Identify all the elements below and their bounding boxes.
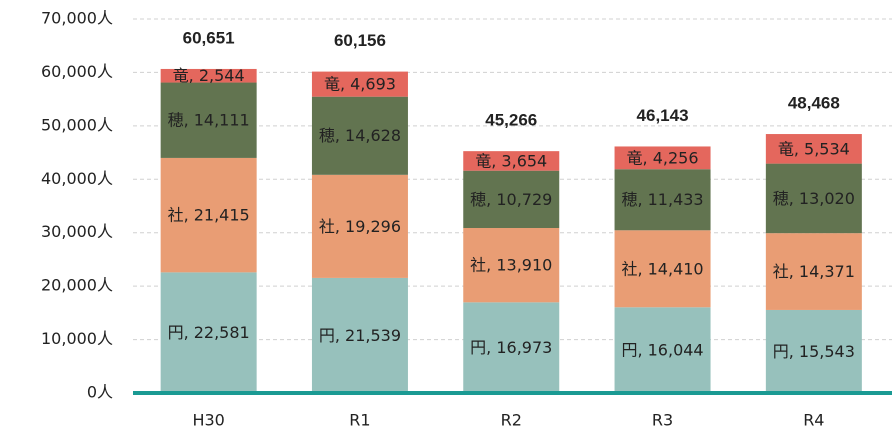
segment-label: 社, 21,415 bbox=[168, 206, 250, 225]
segment-label: 竜, 4,693 bbox=[324, 75, 396, 94]
x-tick-label: R1 bbox=[349, 411, 370, 430]
bar-segment bbox=[311, 277, 408, 393]
bar-segment bbox=[160, 272, 257, 393]
segment-label: 社, 19,296 bbox=[319, 217, 401, 236]
y-tick-label: 10,000人 bbox=[41, 329, 113, 348]
bar-segment bbox=[463, 151, 560, 171]
y-tick-label: 60,000人 bbox=[41, 62, 113, 81]
y-tick-label: 30,000人 bbox=[41, 222, 113, 241]
segment-label: 円, 21,539 bbox=[319, 326, 401, 345]
bar-segment bbox=[765, 134, 862, 164]
segment-label: 円, 16,044 bbox=[621, 341, 703, 360]
y-tick-label: 70,000人 bbox=[41, 9, 113, 28]
segment-label: 円, 16,973 bbox=[470, 338, 552, 357]
bar-segment bbox=[463, 227, 560, 303]
segment-label: 穂, 14,628 bbox=[319, 126, 401, 145]
bar-segment bbox=[463, 302, 560, 393]
y-tick-label: 40,000人 bbox=[41, 169, 113, 188]
bar-segment bbox=[614, 307, 711, 393]
bar-segment bbox=[160, 157, 257, 273]
segment-label: 竜, 5,534 bbox=[778, 139, 850, 158]
bar-segment bbox=[765, 233, 862, 310]
segment-label: 社, 14,410 bbox=[621, 259, 703, 278]
bar-segment bbox=[765, 309, 862, 393]
bar-segment bbox=[614, 230, 711, 308]
x-tick-label: R3 bbox=[652, 411, 673, 430]
y-tick-label: 20,000人 bbox=[41, 276, 113, 295]
segment-label: 竜, 4,256 bbox=[627, 148, 699, 167]
segment-label: 社, 14,371 bbox=[773, 262, 855, 281]
bar-segment bbox=[160, 68, 257, 83]
bar-segment bbox=[765, 163, 862, 234]
bar-segment bbox=[614, 146, 711, 170]
segment-label: 穂, 11,433 bbox=[621, 190, 703, 209]
x-tick-label: H30 bbox=[192, 411, 224, 430]
segment-label: 竜, 3,654 bbox=[475, 151, 547, 170]
segment-label: 社, 13,910 bbox=[470, 256, 552, 275]
bar-segment bbox=[311, 71, 408, 97]
segment-label: 竜, 2,544 bbox=[173, 66, 245, 85]
segment-label: 穂, 13,020 bbox=[773, 189, 855, 208]
segment-label: 円, 22,581 bbox=[168, 323, 250, 342]
bar-segment bbox=[614, 169, 711, 231]
total-label: 45,266 bbox=[485, 111, 537, 130]
segment-label: 穂, 14,111 bbox=[168, 111, 250, 130]
bar-segment bbox=[311, 174, 408, 278]
bar-segment bbox=[311, 96, 408, 175]
segment-label: 穂, 10,729 bbox=[470, 190, 552, 209]
bar-segment bbox=[463, 170, 560, 228]
segment-label: 円, 15,543 bbox=[773, 342, 855, 361]
y-tick-label: 50,000人 bbox=[41, 115, 113, 134]
x-tick-label: R4 bbox=[803, 411, 824, 430]
total-label: 60,156 bbox=[334, 31, 386, 50]
total-label: 46,143 bbox=[637, 106, 689, 125]
bar-segment bbox=[160, 82, 257, 158]
y-tick-label: 0人 bbox=[87, 383, 113, 402]
total-label: 48,468 bbox=[788, 94, 840, 113]
total-label: 60,651 bbox=[183, 28, 235, 47]
x-tick-label: R2 bbox=[501, 411, 522, 430]
